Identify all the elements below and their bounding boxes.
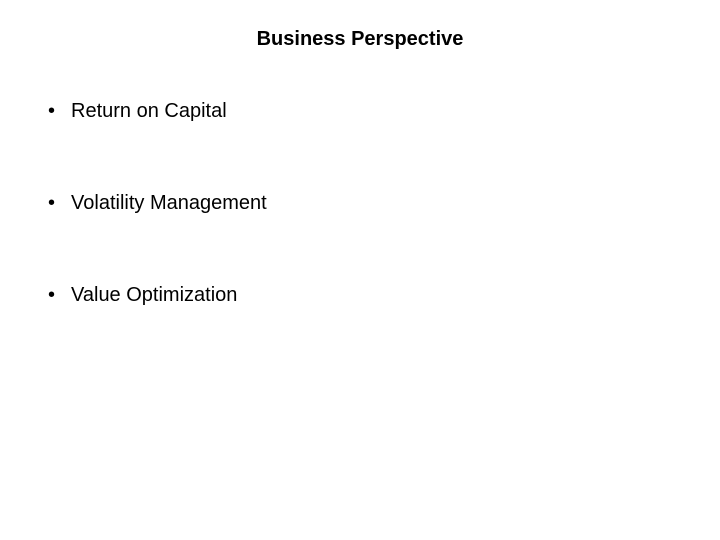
bullet-item: • Volatility Management	[48, 191, 720, 215]
bullet-text: Return on Capital	[71, 99, 227, 123]
bullet-text: Volatility Management	[71, 191, 267, 215]
slide-title: Business Perspective	[0, 28, 720, 51]
bullet-item: • Value Optimization	[48, 283, 720, 307]
bullet-text: Value Optimization	[71, 283, 237, 307]
bullet-dot-icon: •	[48, 283, 55, 307]
slide-container: Business Perspective • Return on Capital…	[0, 0, 720, 540]
bullet-item: • Return on Capital	[48, 99, 720, 123]
bullet-dot-icon: •	[48, 99, 55, 123]
bullet-list: • Return on Capital • Volatility Managem…	[0, 99, 720, 307]
bullet-dot-icon: •	[48, 191, 55, 215]
